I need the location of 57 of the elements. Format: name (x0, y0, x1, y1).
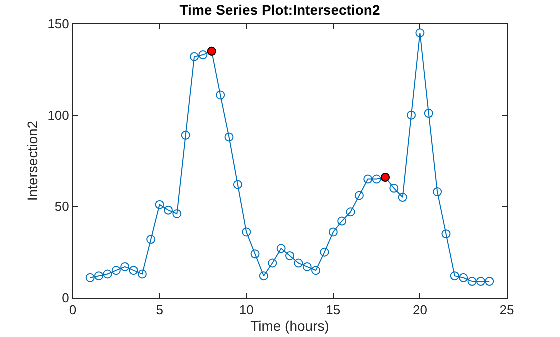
point (233, 180, 242, 190)
point (112, 266, 121, 276)
point (155, 200, 164, 210)
x-tick-label: 20 (412, 302, 428, 318)
point (398, 193, 408, 202)
point (138, 270, 147, 279)
y-tick-label: 100 (48, 108, 70, 123)
x-tick-label: 5 (156, 302, 164, 318)
point (312, 266, 321, 276)
point (190, 52, 200, 62)
point (364, 174, 373, 184)
point (442, 230, 451, 239)
point (320, 248, 330, 257)
point (268, 258, 278, 268)
point (468, 277, 477, 286)
point (338, 216, 347, 226)
point (390, 184, 399, 193)
point (120, 262, 130, 272)
point (372, 174, 382, 184)
point (485, 277, 494, 286)
point (94, 272, 104, 281)
point (250, 250, 260, 259)
y-tick-label: 50 (54, 199, 70, 214)
point (328, 228, 338, 237)
point (433, 188, 442, 197)
x-tick-label: 10 (239, 302, 254, 318)
point (476, 277, 486, 286)
point (224, 132, 234, 142)
point (294, 258, 304, 268)
point (181, 130, 190, 140)
point (346, 208, 356, 217)
y-axis-title: Intersection2 (24, 120, 40, 202)
point (242, 228, 252, 237)
y-tick-label: 0 (62, 290, 70, 306)
point (86, 273, 95, 282)
point (416, 28, 425, 38)
point (103, 270, 112, 279)
x-tick-label: 15 (326, 302, 341, 318)
point (302, 262, 312, 272)
point (450, 272, 460, 281)
point (172, 209, 182, 218)
chart-title: Time Series Plot:Intersection2 (180, 2, 380, 18)
x-tick-label: 25 (500, 302, 514, 318)
point (198, 50, 208, 60)
point (164, 206, 173, 215)
point (146, 235, 156, 244)
y-tick-label: 150 (48, 16, 70, 32)
point (424, 109, 434, 118)
point (354, 191, 364, 200)
point (216, 90, 226, 100)
x-axis-title: Time (hours) (250, 318, 330, 334)
point (286, 251, 294, 260)
point (129, 266, 138, 276)
point (259, 272, 268, 281)
point (276, 244, 286, 254)
point (407, 110, 416, 120)
point (459, 273, 468, 282)
